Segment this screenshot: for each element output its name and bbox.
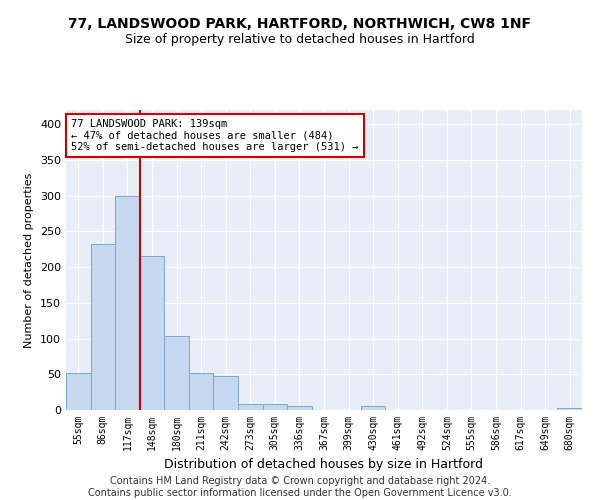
Bar <box>214 376 238 410</box>
Bar <box>115 196 140 410</box>
Text: 77, LANDSWOOD PARK, HARTFORD, NORTHWICH, CW8 1NF: 77, LANDSWOOD PARK, HARTFORD, NORTHWICH,… <box>68 18 532 32</box>
Bar <box>140 256 164 410</box>
Bar <box>287 406 312 410</box>
X-axis label: Distribution of detached houses by size in Hartford: Distribution of detached houses by size … <box>164 458 484 471</box>
Y-axis label: Number of detached properties: Number of detached properties <box>25 172 34 348</box>
Bar <box>263 404 287 410</box>
Bar <box>238 404 263 410</box>
Bar <box>361 406 385 410</box>
Bar <box>164 336 189 410</box>
Bar <box>557 408 582 410</box>
Text: Size of property relative to detached houses in Hartford: Size of property relative to detached ho… <box>125 32 475 46</box>
Text: 77 LANDSWOOD PARK: 139sqm
← 47% of detached houses are smaller (484)
52% of semi: 77 LANDSWOOD PARK: 139sqm ← 47% of detac… <box>71 119 359 152</box>
Text: Contains HM Land Registry data © Crown copyright and database right 2024.
Contai: Contains HM Land Registry data © Crown c… <box>88 476 512 498</box>
Bar <box>91 244 115 410</box>
Bar <box>66 373 91 410</box>
Bar <box>189 373 214 410</box>
